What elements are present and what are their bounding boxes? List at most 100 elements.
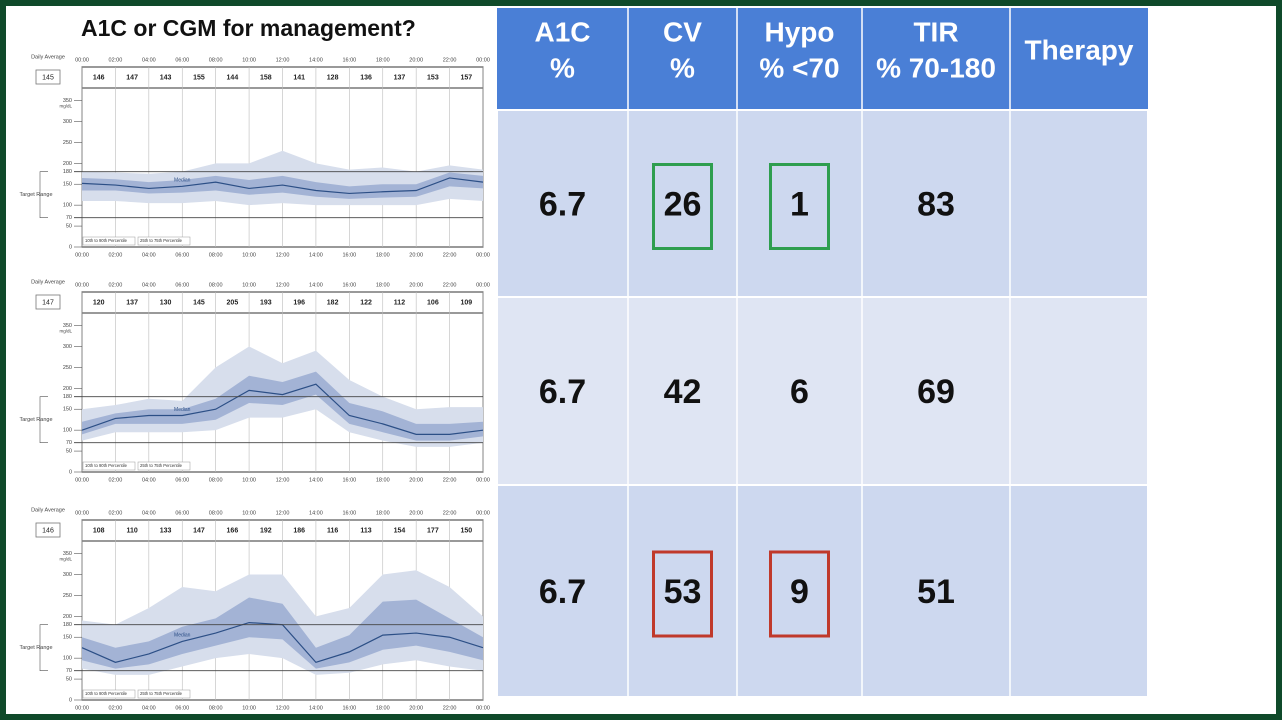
agp-chart: Daily Average 147 00:00 00:00 02:00 02:00 04:0… [19, 279, 489, 483]
x-tick-label: 18:00 [376, 705, 390, 711]
x-tick-label: 04:00 [142, 252, 156, 258]
y-tick-label: 100 [63, 428, 72, 434]
x-tick-label: 22:00 [443, 477, 457, 483]
hourly-value: 110 [126, 527, 137, 534]
header-text: Therapy [1025, 34, 1134, 65]
agp-chart: Daily Average 145 00:00 00:00 02:00 02:00 04:0… [19, 54, 489, 258]
header-text: % 70-180 [876, 52, 996, 83]
y-tick-label: 50 [66, 677, 72, 683]
x-tick-label-top: 04:00 [142, 282, 156, 288]
hourly-value: 143 [160, 74, 172, 81]
x-tick-label-top: 02:00 [109, 510, 123, 516]
table-row-bg [496, 484, 1149, 698]
hourly-value: 155 [193, 74, 205, 81]
x-tick-label: 00:00 [75, 477, 89, 483]
y-tick-label: 70 [66, 668, 72, 674]
hourly-value: 116 [327, 527, 338, 534]
legend-box [82, 236, 136, 246]
hourly-value: 186 [293, 527, 305, 534]
x-tick-label-top: 22:00 [443, 510, 457, 516]
legend-label: 10th to 90th Percentile [85, 691, 128, 696]
agp-chart: Daily Average 146 00:00 00:00 02:00 02:00 04:0… [19, 507, 489, 711]
hourly-value: 147 [126, 74, 138, 81]
highlight-box [769, 163, 830, 250]
slide-title: A1C or CGM for management? [81, 15, 416, 41]
x-tick-label-top: 14:00 [309, 282, 323, 288]
legend-label: 10th to 90th Percentile [85, 463, 128, 468]
x-tick-label-top: 06:00 [175, 282, 189, 288]
hourly-value: 147 [193, 527, 205, 534]
y-tick-label: 250 [63, 365, 72, 371]
legend-label: 25th to 75th Percentile [140, 463, 183, 468]
target-bracket [39, 624, 48, 672]
y-tick-label: 350 [63, 551, 72, 557]
daily-average-value: 147 [42, 299, 54, 306]
x-tick-label-top: 00:00 [476, 57, 490, 63]
slide: A1C or CGM for management? Daily Average… [6, 6, 1276, 714]
x-tick-label: 20:00 [409, 705, 423, 711]
x-tick-label-top: 12:00 [276, 510, 290, 516]
header-text: % [670, 52, 695, 83]
x-tick-label: 04:00 [142, 705, 156, 711]
x-tick-label-top: 02:00 [109, 57, 123, 63]
x-tick-label: 16:00 [342, 705, 356, 711]
x-tick-label: 08:00 [209, 477, 223, 483]
x-tick-label: 10:00 [242, 477, 256, 483]
y-tick-label: 70 [66, 215, 72, 221]
y-tick-label: 180 [63, 622, 72, 628]
y-tick-label: 350 [63, 323, 72, 329]
table-row-bg [496, 296, 1149, 486]
hourly-value: 150 [460, 527, 472, 534]
hourly-value: 193 [260, 299, 272, 306]
x-tick-label-top: 18:00 [376, 510, 390, 516]
x-tick-label: 12:00 [276, 252, 290, 258]
x-tick-label-top: 04:00 [142, 57, 156, 63]
y-tick-label: 150 [63, 407, 72, 413]
median-line [81, 383, 484, 435]
hourly-value: 157 [460, 74, 472, 81]
x-tick-label: 02:00 [109, 252, 123, 258]
target-bracket [39, 171, 48, 219]
cell-value: 69 [917, 373, 955, 411]
cell-value: 6.7 [539, 185, 586, 223]
y-tick-label: 150 [63, 635, 72, 641]
x-tick-label: 00:00 [476, 477, 490, 483]
x-tick-label: 20:00 [409, 477, 423, 483]
unit-label: mg/dL [59, 329, 72, 334]
hourly-value: 133 [160, 527, 172, 534]
x-tick-label: 16:00 [342, 252, 356, 258]
legend-box [82, 689, 136, 699]
x-tick-label-top: 00:00 [75, 57, 89, 63]
cell-value: 51 [917, 573, 955, 611]
y-tick-label: 50 [66, 224, 72, 230]
hourly-value: 196 [293, 299, 305, 306]
x-tick-label-top: 16:00 [342, 57, 356, 63]
hourly-value: 144 [227, 74, 239, 81]
y-tick-label: 0 [69, 469, 72, 475]
daily-average-label: Daily Average [31, 507, 65, 513]
target-range-label: Target Range [19, 645, 52, 651]
cell-value: 9 [790, 573, 809, 611]
x-tick-label-top: 16:00 [342, 510, 356, 516]
x-tick-label: 04:00 [142, 477, 156, 483]
y-tick-label: 50 [66, 449, 72, 455]
median-label: Median [174, 178, 191, 184]
hourly-value: 192 [260, 527, 272, 534]
x-tick-label-top: 22:00 [443, 282, 457, 288]
hourly-value: 109 [460, 299, 472, 306]
x-tick-label: 18:00 [376, 477, 390, 483]
x-tick-label: 12:00 [276, 477, 290, 483]
x-tick-label-top: 02:00 [109, 282, 123, 288]
y-tick-label: 150 [63, 182, 72, 188]
highlight-box [652, 163, 713, 250]
y-tick-label: 180 [63, 394, 72, 400]
x-tick-label: 02:00 [109, 705, 123, 711]
table-header-bg [497, 8, 1148, 110]
x-tick-label-top: 10:00 [242, 282, 256, 288]
x-tick-label: 22:00 [443, 705, 457, 711]
hourly-value: 112 [394, 299, 405, 306]
x-tick-label: 08:00 [209, 252, 223, 258]
hourly-value: 137 [394, 74, 406, 81]
x-tick-label-top: 16:00 [342, 282, 356, 288]
